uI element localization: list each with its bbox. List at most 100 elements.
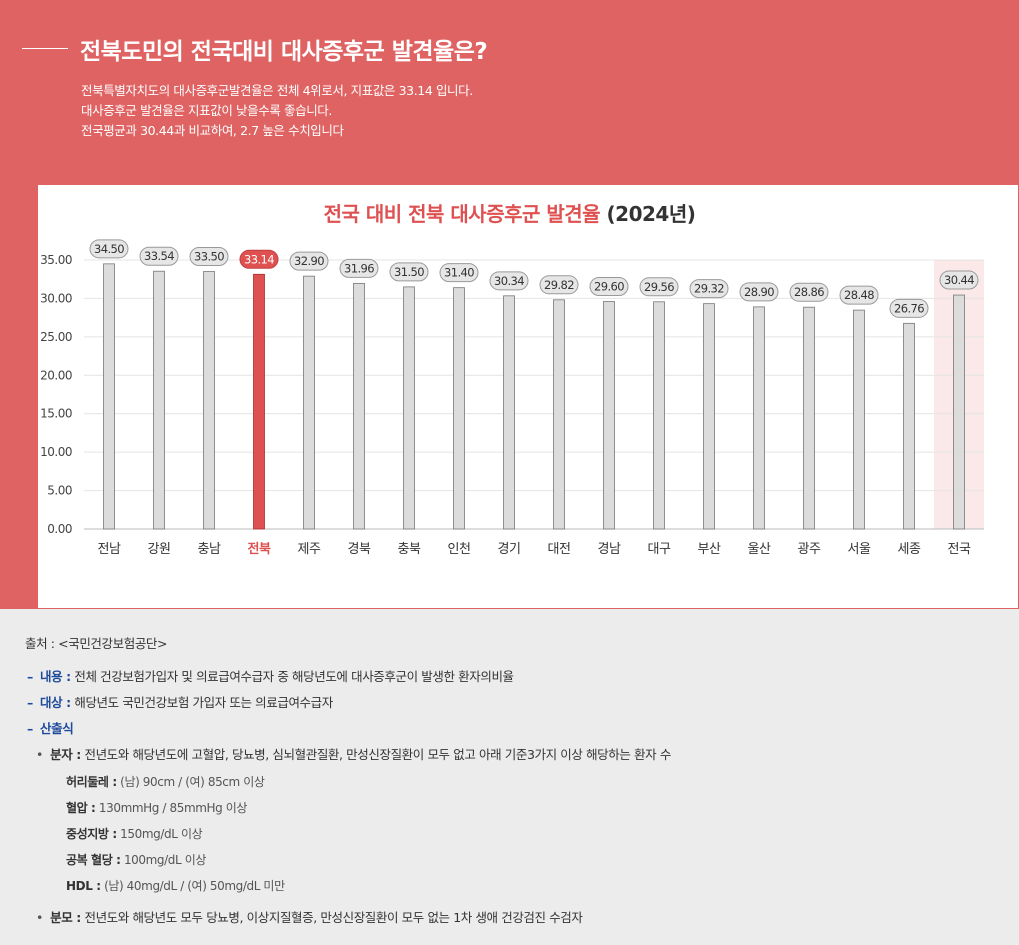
chart-title-year: (2024년) (606, 202, 696, 226)
chart-title-main: 전국 대비 전북 대사증후군 발견율 (323, 202, 601, 226)
formula-key: 산출식 (40, 721, 74, 736)
dash-marker: – (27, 669, 33, 684)
value-label: 31.40 (444, 266, 474, 280)
bar (853, 309, 865, 530)
numerator-key: 분자 : (50, 747, 81, 762)
numerator-text: 전년도와 해당년도에 고혈압, 당뇨병, 심뇌혈관질환, 만성신장질환이 모두 … (84, 747, 671, 762)
x-category-label: 경남 (598, 542, 621, 557)
value-label-pill (889, 298, 929, 318)
bar (103, 263, 115, 530)
bar (753, 306, 765, 530)
value-label: 28.90 (744, 285, 774, 299)
x-category-label: 대구 (648, 542, 671, 557)
value-label-pill (389, 262, 429, 282)
x-category-label: 전국 (948, 542, 971, 557)
criteria-value: 100mg/dL 이상 (123, 853, 206, 867)
value-label: 29.82 (544, 278, 574, 292)
value-label: 33.54 (144, 249, 174, 263)
bar (603, 301, 615, 530)
dash-marker: – (27, 721, 33, 736)
bar (503, 295, 515, 530)
bar (253, 273, 265, 530)
x-category-label: 서울 (848, 542, 871, 557)
y-tick-label: 20.00 (40, 368, 72, 382)
dash-marker: – (27, 695, 33, 710)
criteria-item: 공복 혈당 : 100mg/dL 이상 (66, 851, 206, 868)
summary-line-2: 대사증후군 발견율은 지표값이 낮을수록 좋습니다. (81, 103, 332, 118)
bar (953, 294, 965, 530)
criteria-key: HDL : (66, 879, 101, 893)
y-tick-label: 0.00 (47, 522, 72, 536)
formula-row: – 산출식 (27, 718, 74, 737)
x-category-label: 경기 (498, 542, 521, 557)
numerator-row: • 분자 : 전년도와 해당년도에 고혈압, 당뇨병, 심뇌혈관질환, 만성신장… (36, 744, 671, 763)
title-rule (22, 48, 68, 49)
bar (553, 299, 565, 530)
value-label-pill (639, 277, 679, 297)
value-label-pill (239, 249, 279, 269)
criteria-value: (남) 40mg/dL / (여) 50mg/dL 미만 (104, 879, 285, 893)
footer-notes: 출처 : <국민건강보험공단> – 내용 : 전체 건강보험가입자 및 의료급여… (0, 609, 1019, 945)
bar (353, 282, 365, 530)
value-label-pill (789, 282, 829, 302)
value-label-pill (139, 246, 179, 266)
criteria-value: (남) 90cm / (여) 85cm 이상 (120, 775, 265, 789)
criteria-value: 150mg/dL 이상 (120, 827, 203, 841)
value-label: 28.48 (844, 288, 874, 302)
criteria-item: HDL : (남) 40mg/dL / (여) 50mg/dL 미만 (66, 877, 285, 894)
value-label-pill (489, 271, 529, 291)
target-text: 해당년도 국민건강보험 가입자 또는 의료급여수급자 (74, 695, 333, 710)
value-label-pill (689, 279, 729, 299)
y-tick-label: 15.00 (40, 407, 72, 421)
content-key: 내용 : (40, 669, 71, 684)
value-label: 33.14 (244, 252, 274, 266)
bar (803, 306, 815, 530)
value-label-pill (939, 270, 979, 290)
value-label: 29.56 (644, 280, 674, 294)
x-category-label: 충북 (398, 542, 421, 557)
x-category-label: 전북 (248, 541, 271, 557)
chart-title: 전국 대비 전북 대사증후군 발견율 (2024년) (0, 198, 1019, 227)
value-label: 33.50 (194, 250, 224, 264)
bar (653, 301, 665, 530)
bullet-dot: • (36, 747, 43, 762)
denominator-row: • 분모 : 전년도와 해당년도 모두 당뇨병, 이상지질혈증, 만성신장질환이… (36, 907, 583, 926)
bar (703, 303, 715, 530)
x-category-label: 부산 (698, 542, 721, 557)
x-category-label: 충남 (198, 542, 221, 557)
summary-line-1: 전북특별자치도의 대사증후군발견율은 전체 4위로서, 지표값은 33.14 입… (81, 83, 473, 98)
y-tick-label: 35.00 (40, 253, 72, 267)
value-label: 32.90 (294, 254, 324, 268)
value-label: 30.34 (494, 274, 524, 288)
value-label: 28.86 (794, 285, 824, 299)
y-tick-label: 5.00 (47, 484, 72, 498)
criteria-item: 중성지방 : 150mg/dL 이상 (66, 825, 203, 842)
x-category-label: 전남 (98, 542, 121, 557)
bullet-dot: • (36, 910, 43, 925)
value-label-pill (839, 285, 879, 305)
page-title: 전북도민의 전국대비 대사증후군 발견율은? (80, 39, 488, 65)
summary-line-3: 전국평균과 30.44과 비교하여, 2.7 높은 수치입니다 (81, 123, 344, 138)
value-label: 31.50 (394, 265, 424, 279)
value-label-pill (739, 282, 779, 302)
x-category-label: 광주 (798, 542, 821, 557)
x-category-label: 제주 (298, 542, 321, 557)
bar (203, 271, 215, 530)
y-tick-label: 25.00 (40, 330, 72, 344)
target-key: 대상 : (40, 695, 71, 710)
x-category-label: 대전 (548, 542, 571, 557)
x-category-label: 인천 (448, 542, 471, 557)
criteria-value: 130mmHg / 85mmHg 이상 (98, 801, 248, 815)
target-row: – 대상 : 해당년도 국민건강보험 가입자 또는 의료급여수급자 (27, 692, 333, 711)
criteria-key: 공복 혈당 : (66, 853, 121, 867)
value-label: 29.60 (594, 280, 624, 294)
value-label-pill (539, 275, 579, 295)
value-label: 30.44 (944, 273, 974, 287)
value-label: 26.76 (894, 301, 924, 315)
criteria-key: 중성지방 : (66, 827, 117, 841)
value-label: 29.32 (694, 282, 724, 296)
value-label-pill (189, 247, 229, 267)
denominator-key: 분모 : (50, 910, 81, 925)
content-text: 전체 건강보험가입자 및 의료급여수급자 중 해당년도에 대사증후군이 발생한 … (74, 669, 514, 684)
source-note: 출처 : <국민건강보험공단> (25, 636, 168, 651)
